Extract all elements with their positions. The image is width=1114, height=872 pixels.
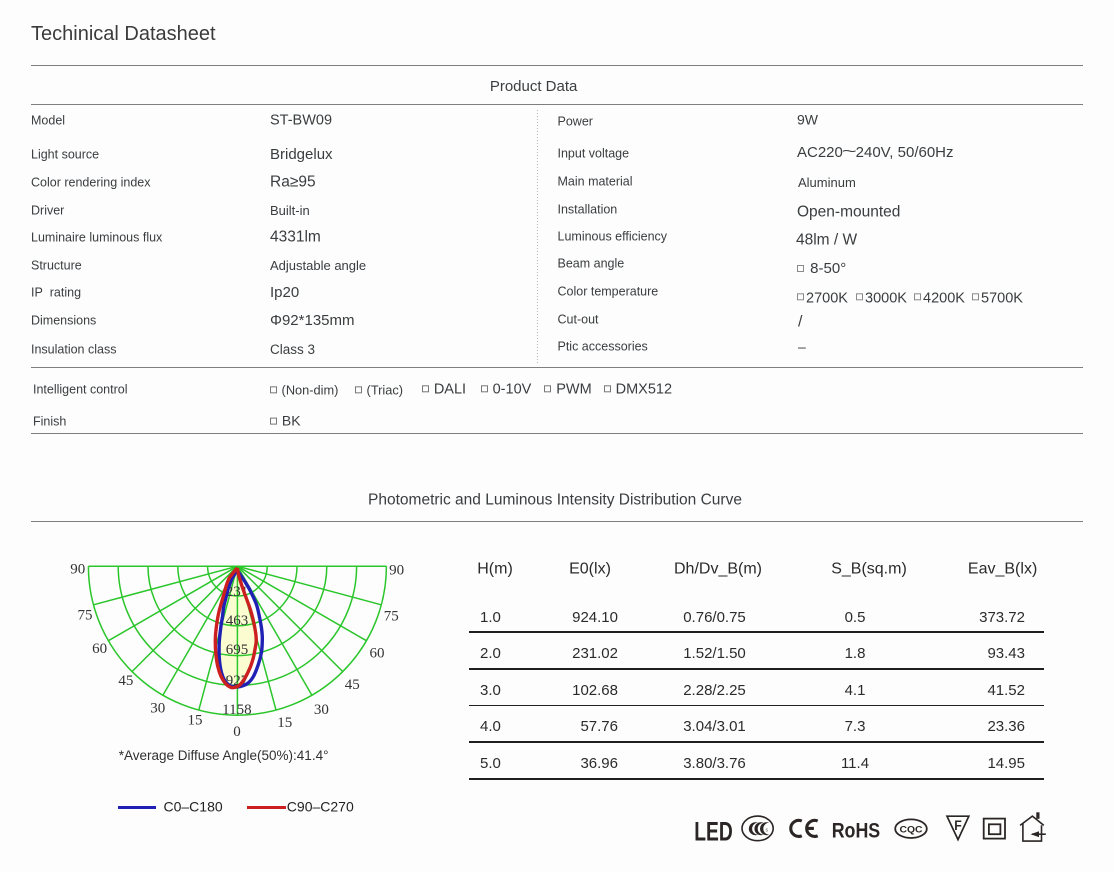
svg-text:463: 463 [226,613,249,629]
svg-text:s: s [766,828,769,834]
svg-text:F: F [954,817,962,833]
svg-text:RoHS: RoHS [832,819,881,843]
svg-text:30: 30 [314,702,329,718]
svg-text:CQC: CQC [900,824,923,835]
svg-text:75: 75 [384,609,399,625]
svg-text:60: 60 [370,646,385,662]
svg-text:695: 695 [226,642,249,658]
svg-text:15: 15 [277,715,292,731]
svg-text:1158: 1158 [222,702,251,718]
svg-text:0: 0 [233,724,241,740]
svg-text:15: 15 [188,713,203,729]
svg-text:90: 90 [70,562,85,578]
svg-text:LED: LED [694,816,733,846]
svg-text:45: 45 [118,673,133,689]
svg-text:60: 60 [92,641,107,657]
svg-text:30: 30 [150,701,165,717]
svg-text:45: 45 [345,677,360,693]
svg-text:75: 75 [78,608,93,624]
svg-text:90: 90 [389,563,404,579]
